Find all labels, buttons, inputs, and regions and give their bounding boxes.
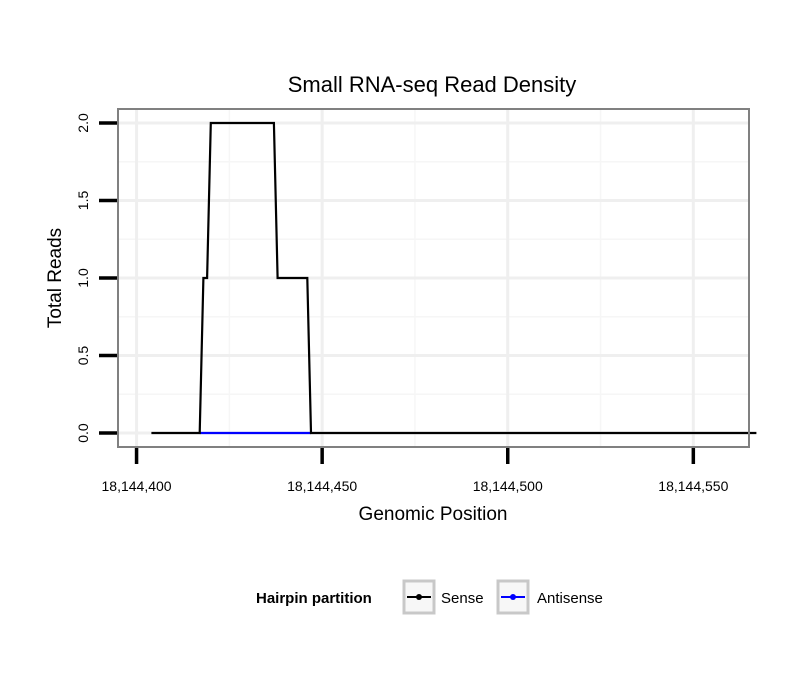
x-tick-label: 18,144,400 [102,478,172,494]
legend-item-sense: Sense [402,579,484,615]
x-tick-label: 18,144,500 [473,478,543,494]
series-lines [151,121,757,435]
y-tick-label: 2.0 [75,113,91,133]
x-tick-label: 18,144,550 [658,478,728,494]
y-tick-label: 0.5 [75,346,91,366]
legend-item-antisense: Antisense [496,579,603,615]
y-axis-title: Total Reads [45,228,66,328]
legend: Hairpin partition Sense Antisense [256,579,603,615]
legend-title: Hairpin partition [256,590,372,607]
series-line-sense [151,121,757,435]
legend-marker-antisense [510,594,516,600]
plot-border [117,108,750,448]
y-tick-label: 1.5 [75,191,91,211]
y-tick-label: 0.0 [75,423,91,443]
x-axis: 18,144,400 18,144,450 18,144,500 18,144,550 [102,448,729,494]
legend-marker-sense [416,594,422,600]
x-axis-title: Genomic Position [359,504,508,525]
chart-title: Small RNA-seq Read Density [288,72,577,97]
legend-label-sense: Sense [441,590,484,607]
legend-label-antisense: Antisense [537,590,603,607]
y-axis: 0.0 0.5 1.0 1.5 2.0 [75,113,117,443]
y-tick-label: 1.0 [75,268,91,288]
x-tick-label: 18,144,450 [287,478,357,494]
